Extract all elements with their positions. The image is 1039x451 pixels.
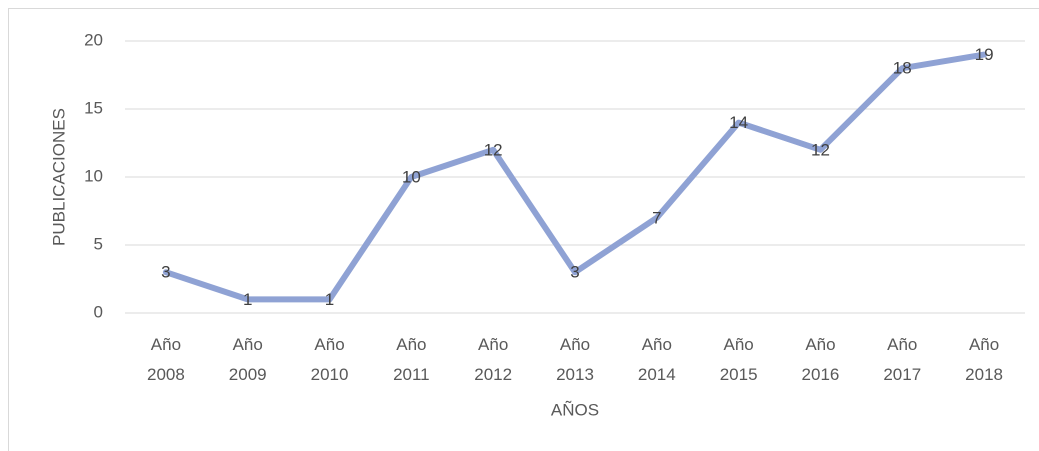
x-tick-label: Año 2014 (637, 335, 676, 384)
x-tick-label: Año 2018 (965, 335, 1003, 384)
chart-border (8, 8, 1039, 451)
y-tick-label: 20 (84, 30, 103, 49)
x-tick-label: Año 2013 (556, 335, 594, 384)
y-tick-label: 10 (84, 166, 103, 185)
x-axis-title: AÑOS (551, 400, 599, 419)
x-tick-label: Año 2010 (310, 335, 349, 384)
data-label: 18 (893, 59, 912, 78)
data-label: 12 (484, 140, 503, 159)
line-series (162, 51, 988, 303)
data-label: 1 (325, 290, 334, 309)
x-tick-label: Año 2015 (719, 335, 758, 384)
data-label: 12 (811, 140, 830, 159)
y-tick-label: 5 (94, 234, 103, 253)
data-label: 19 (975, 45, 994, 64)
data-label: 3 (570, 263, 579, 282)
x-tick-label: Año 2008 (146, 335, 185, 384)
x-tick-label: Año 2009 (228, 335, 267, 384)
y-tick-label: 0 (94, 302, 103, 321)
data-label: 7 (652, 208, 661, 227)
y-axis-title: PUBLICACIONES (49, 108, 68, 246)
x-tick-label: Año 2016 (801, 335, 840, 384)
y-tick-label: 15 (84, 98, 103, 117)
x-tick-label: Año 2012 (474, 335, 513, 384)
data-label: 14 (729, 113, 748, 132)
data-label: 1 (243, 290, 252, 309)
data-label: 10 (402, 167, 421, 186)
x-tick-label: Año 2011 (393, 335, 430, 384)
data-label: 3 (161, 263, 170, 282)
x-tick-label: Año 2017 (883, 335, 922, 384)
